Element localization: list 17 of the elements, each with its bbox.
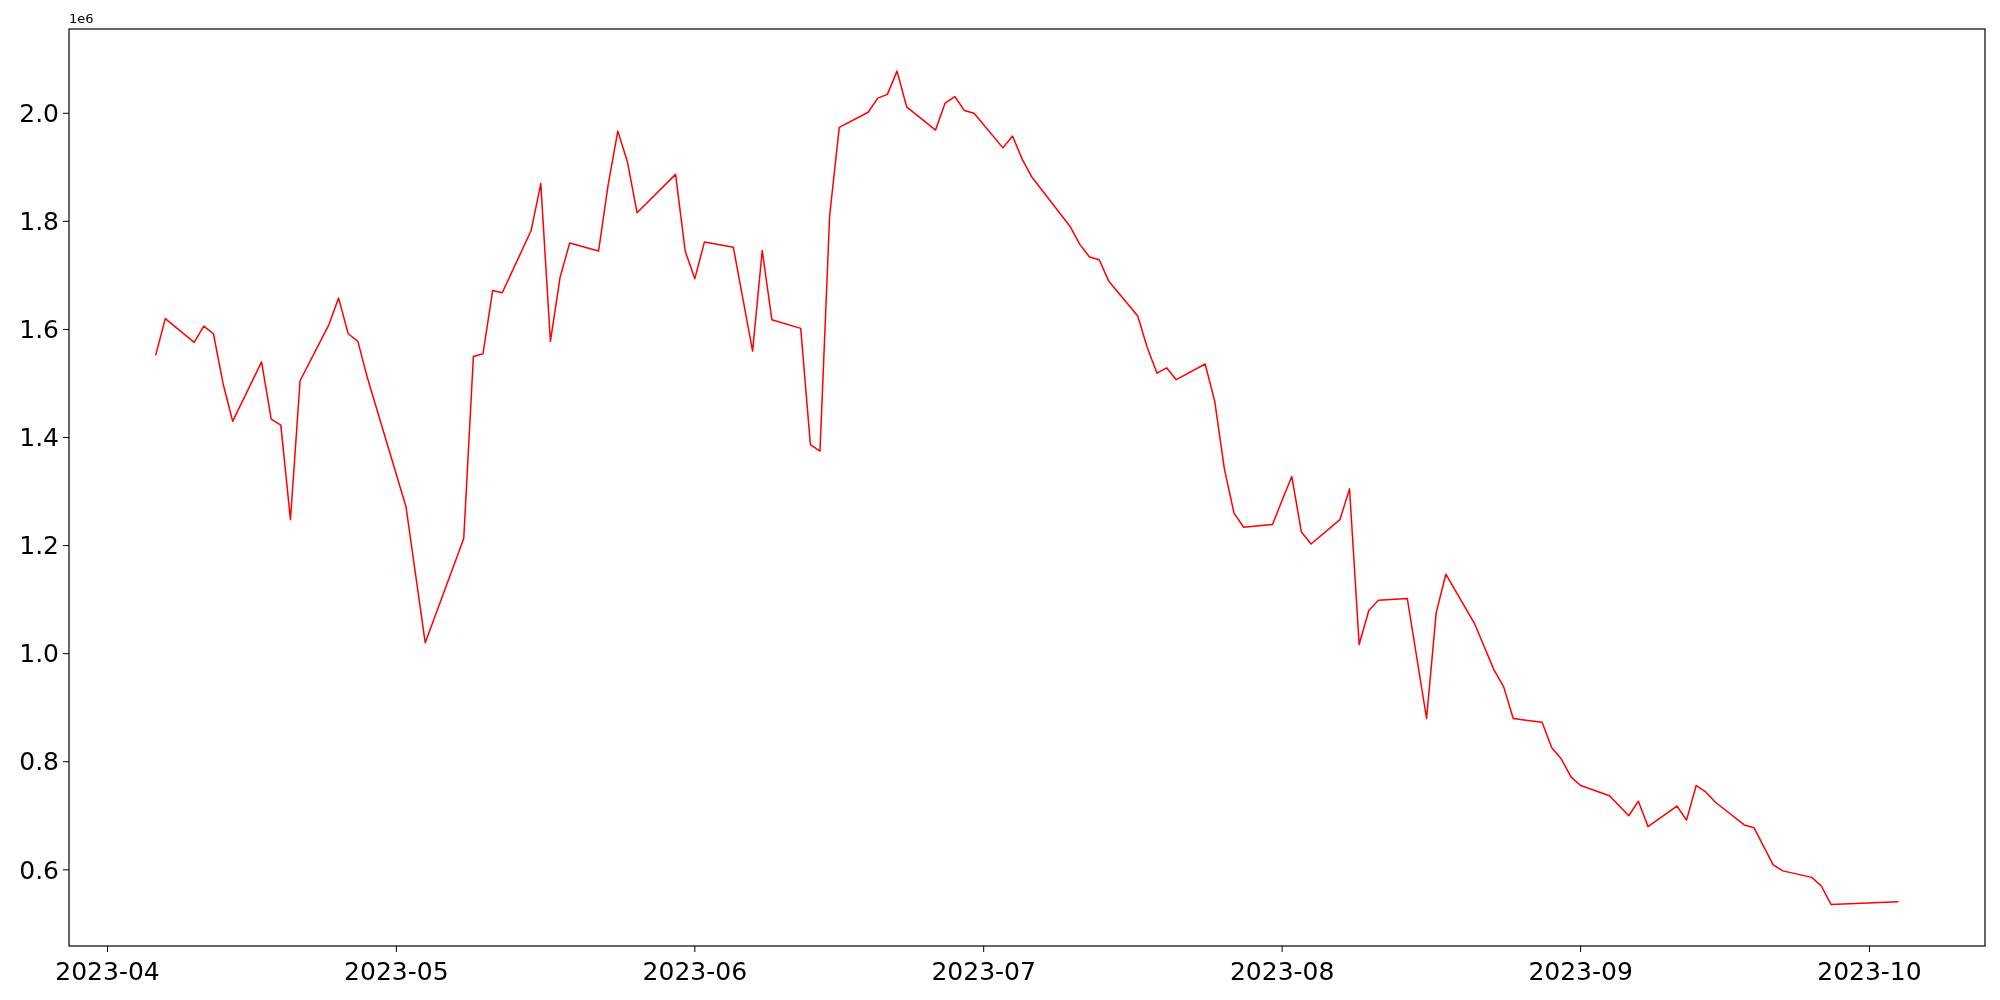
x-tick-label: 2023-07 (931, 957, 1036, 986)
y-tick-label: 1.6 (19, 315, 59, 345)
y-tick-label: 0.8 (19, 747, 59, 777)
x-tick-label: 2023-06 (642, 957, 748, 986)
x-tick-label: 2023-05 (344, 957, 449, 986)
y-tick-label: 1.4 (19, 423, 59, 453)
text: 1e6 (69, 11, 94, 26)
line-series (154, 70, 1900, 906)
x-tick-label: 2023-09 (1528, 957, 1633, 986)
y-tick-label: 0.6 (19, 855, 59, 885)
y-tick-label: 2.0 (19, 99, 59, 129)
x-tick-label: 2023-04 (55, 957, 160, 986)
x-tick-label: 2023-08 (1229, 957, 1335, 986)
y-tick-label: 1.2 (19, 531, 59, 561)
x-tick-label: 2023-10 (1817, 957, 1922, 986)
y-tick-label: 1.0 (19, 639, 59, 669)
y-tick-label: 1.8 (19, 207, 59, 237)
